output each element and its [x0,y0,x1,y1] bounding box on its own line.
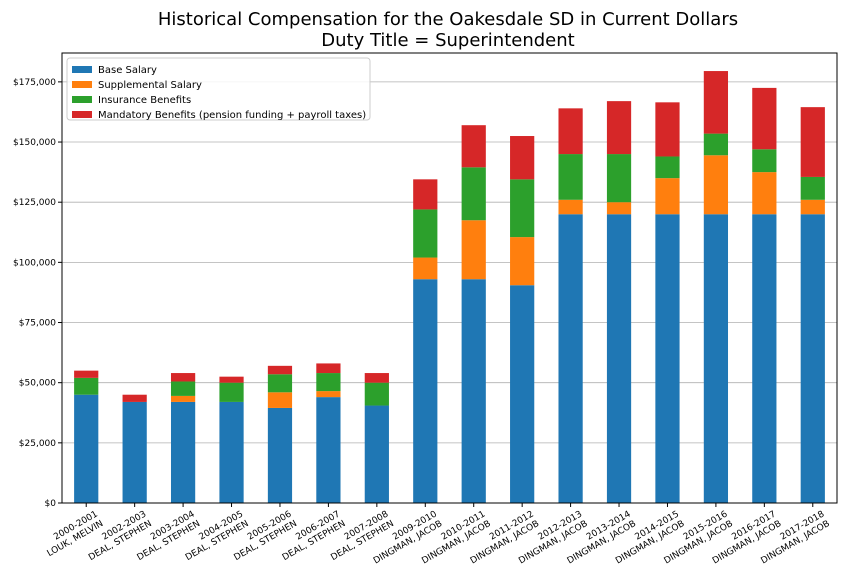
bar-segment-insurance [606,154,632,203]
bar-segment-supplemental [558,199,583,215]
bar-segment-insurance [74,377,99,395]
bar-segment-base [558,214,583,503]
bar-segment-base [122,401,147,503]
legend-label: Insurance Benefits [98,95,191,106]
bar-segment-supplemental [461,220,486,280]
bar-segment-base [364,405,389,503]
bar-segment-supplemental [267,392,293,408]
bar-segment-base [606,214,632,503]
legend-swatch [72,81,92,88]
bar-segment-insurance [752,149,777,173]
legend-label: Supplemental Salary [98,80,202,91]
legend-label: Base Salary [98,65,157,76]
bar-segment-mandatory [752,87,777,150]
bar-segment-mandatory [800,107,825,177]
chart-title: Historical Compensation for the Oakesdal… [158,9,738,30]
bar-segment-supplemental [170,395,196,402]
legend-swatch [72,66,92,73]
bar-segment-base [267,407,293,503]
bar-segment-insurance [558,154,583,200]
legend-swatch [72,111,92,118]
bar-segment-base [413,279,438,503]
legend-box [66,57,371,121]
y-tick-label: $75,000 [19,319,56,329]
bar-segment-mandatory [655,102,680,157]
bar-segment-mandatory [122,394,147,402]
bar-segment-insurance [316,373,341,392]
bars [74,71,825,503]
y-tick-label: $0 [45,499,57,509]
bar-segment-supplemental [752,172,777,215]
bar-segment-mandatory [219,376,244,383]
bar-segment-mandatory [74,370,99,378]
bar-segment-insurance [267,374,293,393]
bar-segment-mandatory [606,101,632,155]
y-axis: $0 $25,000 $50,000 $75,000 $100,000 $125,000 $… [13,78,62,509]
bar-segment-insurance [219,382,244,402]
bar-segment-insurance [461,167,486,221]
bar-segment-mandatory [170,373,196,382]
bar-segment-mandatory [510,136,535,180]
bar-segment-mandatory [413,179,438,210]
bar-segment-mandatory [461,125,486,168]
bar-segment-base [703,214,729,503]
bar-segment-base [316,397,341,503]
bar-segment-mandatory [703,71,729,134]
y-tick-label: $175,000 [13,78,56,88]
bar-segment-mandatory [316,363,341,374]
chart-subtitle: Duty Title = Superintendent [321,30,574,51]
bar-segment-insurance [510,179,535,238]
bar-segment-insurance [800,176,825,200]
bar-segment-base [170,401,196,503]
bar-segment-insurance [655,156,680,179]
y-tick-label: $125,000 [13,198,56,208]
bar-segment-mandatory [364,373,389,383]
bar-segment-supplemental [703,155,729,215]
legend: Base Salary Supplemental Salary Insurance … [66,57,371,121]
bar-segment-insurance [703,133,729,156]
legend-swatch [72,96,92,103]
bar-segment-supplemental [510,237,535,286]
bar-segment-base [510,285,535,503]
bar-segment-base [752,214,777,503]
bar-segment-supplemental [800,199,825,215]
y-tick-label: $150,000 [13,138,56,148]
bar-segment-supplemental [606,202,632,215]
bar-segment-mandatory [558,108,583,155]
bar-segment-mandatory [267,365,293,375]
bar-segment-insurance [170,381,196,396]
bar-segment-supplemental [316,391,341,398]
bar-segment-insurance [364,382,389,406]
bar-segment-supplemental [655,178,680,215]
y-tick-label: $100,000 [13,258,56,268]
bar-segment-base [74,394,99,503]
legend-label: Mandatory Benefits (pension funding + pa… [98,110,366,121]
bar-segment-insurance [413,209,438,258]
bar-segment-base [461,279,486,503]
bar-segment-base [655,214,680,503]
bar-segment-base [219,401,244,503]
plot-frame [61,52,838,504]
y-tick-label: $25,000 [19,439,56,449]
bar-segment-supplemental [413,257,438,280]
bar-segment-base [800,214,825,503]
y-tick-label: $50,000 [19,379,56,389]
